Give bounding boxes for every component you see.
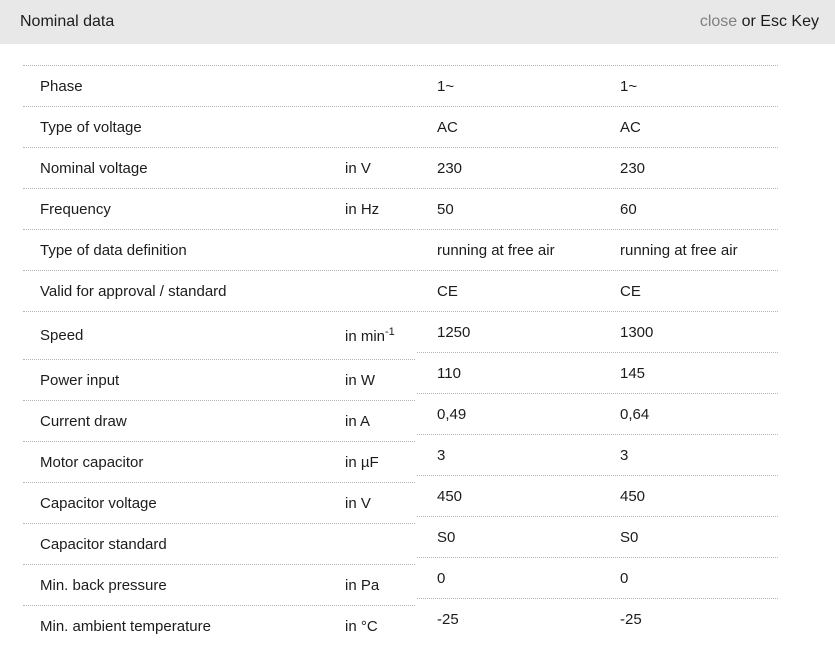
spec-value: 450 (437, 487, 463, 505)
spec-label: Motor capacitor (40, 453, 144, 471)
spec-value: 0,49 (437, 405, 467, 423)
spec-row: Frequency in Hz (23, 189, 415, 230)
spec-value: AC (437, 118, 458, 136)
spec-label: Phase (40, 77, 83, 95)
spec-value: 1300 (620, 323, 654, 341)
spec-value: S0 (437, 528, 456, 546)
labels-table: Phase Type of voltage Nominal voltage in V F… (23, 65, 415, 647)
spec-row: Min. ambient temperature in °C (23, 606, 415, 647)
spec-value: CE (620, 282, 641, 300)
spec-unit: in V (345, 494, 371, 512)
spec-unit: in Pa (345, 576, 380, 594)
spec-row: Phase (23, 66, 415, 107)
spec-value: 3 (437, 446, 446, 464)
spec-label: Type of data definition (40, 241, 187, 259)
spec-values-row: CE CE (417, 271, 778, 312)
spec-value: AC (620, 118, 641, 136)
spec-value: 0 (620, 569, 629, 587)
spec-value: 230 (437, 159, 463, 177)
spec-value: 1~ (437, 77, 455, 95)
spec-value: 0 (437, 569, 446, 587)
spec-row: Current draw in A (23, 401, 415, 442)
spec-row: Nominal voltage in V (23, 148, 415, 189)
close-area: close or Esc Key (700, 13, 819, 31)
spec-values-row: 230 230 (417, 148, 778, 189)
spec-values-row: AC AC (417, 107, 778, 148)
spec-value: running at free air (620, 241, 738, 259)
dialog-title: Nominal data (20, 13, 115, 30)
spec-value: 450 (620, 487, 646, 505)
spec-value: 0,64 (620, 405, 650, 423)
spec-value: 110 (437, 364, 461, 382)
spec-unit: in Hz (345, 200, 380, 218)
spec-label: Capacitor standard (40, 535, 167, 553)
spec-label: Current draw (40, 412, 127, 430)
spec-row: Min. back pressure in Pa (23, 565, 415, 606)
spec-value: 145 (620, 364, 646, 382)
spec-value: 1~ (620, 77, 638, 95)
spec-label: Capacitor voltage (40, 494, 157, 512)
spec-value: -25 (437, 611, 459, 628)
spec-values-row: -25 -25 (417, 599, 778, 640)
spec-label: Frequency (40, 200, 111, 218)
spec-unit: in A (345, 412, 371, 430)
esc-key-hint: or Esc Key (737, 13, 819, 30)
spec-unit: in °C (345, 618, 378, 635)
spec-label: Valid for approval / standard (40, 282, 227, 300)
spec-values-row: running at free air running at free air (417, 230, 778, 271)
spec-unit: in W (345, 371, 375, 389)
spec-value: -25 (620, 611, 642, 628)
spec-row: Capacitor voltage in V (23, 483, 415, 524)
spec-values-row: 450 450 (417, 476, 778, 517)
spec-values-row: 0,49 0,64 (417, 394, 778, 435)
spec-row: Type of data definition (23, 230, 415, 271)
spec-value: 3 (620, 446, 629, 464)
spec-row: Type of voltage (23, 107, 415, 148)
values-table: 1~ 1~ AC AC 230 230 50 60 running at free air run… (417, 65, 778, 647)
spec-label: Speed (40, 327, 84, 344)
spec-unit: in min-1 (345, 326, 395, 345)
spec-value: running at free air (437, 241, 555, 259)
spec-unit: in V (345, 159, 371, 177)
spec-label: Power input (40, 371, 120, 389)
spec-values-row: 110 145 (417, 353, 778, 394)
spec-row: Valid for approval / standard (23, 271, 415, 312)
spec-label: Min. ambient temperature (40, 618, 211, 635)
spec-values-row: 50 60 (417, 189, 778, 230)
nominal-data-table: Phase Type of voltage Nominal voltage in V F… (23, 65, 835, 647)
spec-label: Min. back pressure (40, 576, 167, 594)
dialog-header: Nominal data close or Esc Key (0, 0, 835, 44)
spec-row: Power input in W (23, 360, 415, 401)
spec-values-row: S0 S0 (417, 517, 778, 558)
spec-value: S0 (620, 528, 639, 546)
spec-value: CE (437, 282, 458, 300)
spec-label: Type of voltage (40, 118, 142, 136)
spec-values-row: 1250 1300 (417, 312, 778, 353)
spec-value: 1250 (437, 323, 471, 341)
spec-value: 50 (437, 200, 454, 218)
spec-row: Capacitor standard (23, 524, 415, 565)
spec-unit: in µF (345, 453, 379, 471)
spec-row: Speed in min-1 (23, 312, 415, 360)
close-link[interactable]: close (699, 13, 738, 30)
spec-value: 60 (620, 200, 637, 218)
spec-values-row: 1~ 1~ (417, 66, 778, 107)
spec-label: Nominal voltage (40, 159, 148, 177)
spec-value: 230 (620, 159, 646, 177)
spec-row: Motor capacitor in µF (23, 442, 415, 483)
